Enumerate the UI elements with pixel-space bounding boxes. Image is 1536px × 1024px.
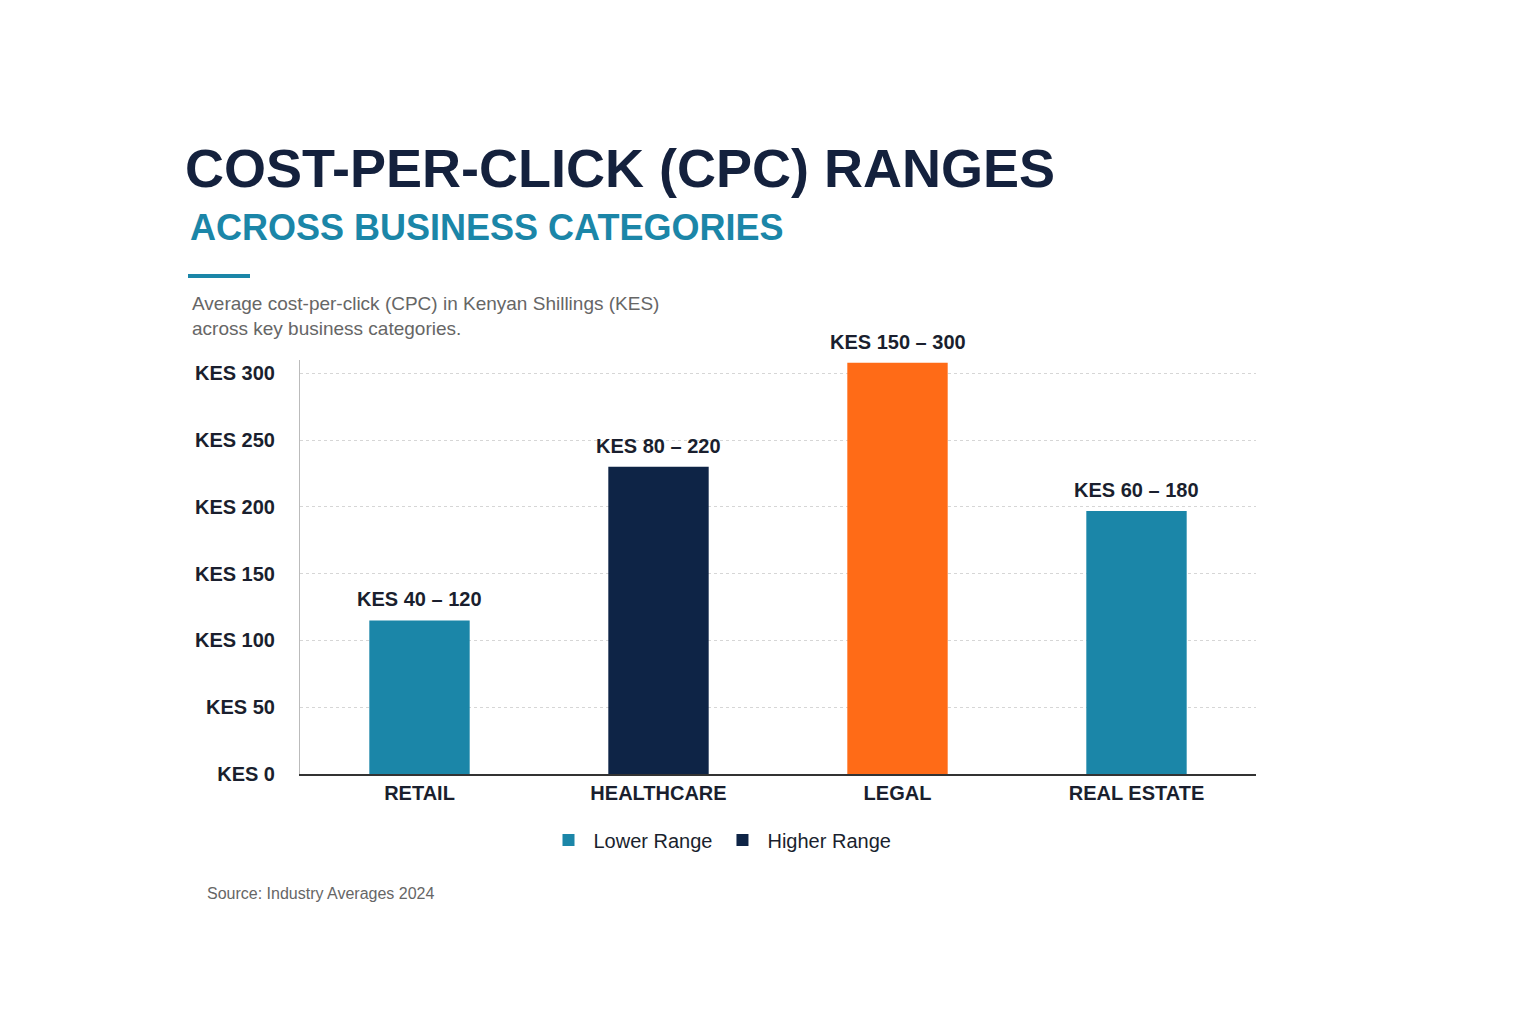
- svg-text:KES 80 – 220: KES 80 – 220: [596, 435, 721, 457]
- svg-text:REAL ESTATE: REAL ESTATE: [1069, 782, 1205, 804]
- svg-text:Lower Range: Lower Range: [594, 830, 713, 852]
- svg-text:KES 250: KES 250: [195, 429, 275, 451]
- svg-text:ACROSS BUSINESS CATEGORIES: ACROSS BUSINESS CATEGORIES: [190, 207, 783, 248]
- svg-text:KES 300: KES 300: [195, 362, 275, 384]
- svg-text:RETAIL: RETAIL: [384, 782, 455, 804]
- svg-text:KES 40 – 120: KES 40 – 120: [357, 588, 482, 610]
- svg-text:KES 0: KES 0: [217, 763, 275, 785]
- svg-text:KES 200: KES 200: [195, 496, 275, 518]
- svg-text:KES 50: KES 50: [206, 696, 275, 718]
- svg-text:HEALTHCARE: HEALTHCARE: [590, 782, 726, 804]
- svg-text:LEGAL: LEGAL: [864, 782, 932, 804]
- svg-text:Higher Range: Higher Range: [767, 830, 890, 852]
- svg-text:KES 60 – 180: KES 60 – 180: [1074, 479, 1199, 501]
- svg-text:Source: Industry Averages 2024: Source: Industry Averages 2024: [207, 885, 435, 902]
- svg-text:Average cost-per-click (CPC) i: Average cost-per-click (CPC) in Kenyan S…: [192, 293, 659, 339]
- svg-text:KES 150 – 300: KES 150 – 300: [830, 331, 966, 353]
- svg-text:KES 100: KES 100: [195, 629, 275, 651]
- svg-text:KES 150: KES 150: [195, 563, 275, 585]
- svg-text:COST-PER-CLICK (CPC) RANGES: COST-PER-CLICK (CPC) RANGES: [185, 138, 1055, 198]
